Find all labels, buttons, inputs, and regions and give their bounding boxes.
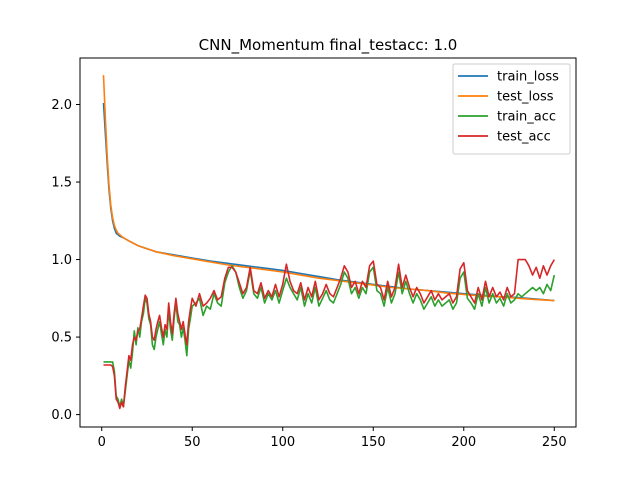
series-line-test-loss [102, 75, 555, 302]
x-tick-label: 250 [542, 435, 567, 450]
x-axis-ticks: 0 50 100 150 200 250 [98, 427, 567, 450]
series-layer [102, 75, 556, 410]
x-tick-label: 200 [451, 435, 476, 450]
y-tick-label: 1.5 [51, 176, 72, 191]
y-tick-label: 0.0 [51, 408, 72, 423]
x-tick-label: 150 [361, 435, 386, 450]
legend-label-train-loss: train_loss [497, 70, 559, 85]
x-tick-label: 0 [98, 435, 106, 450]
legend-label-test-acc: test_acc [497, 130, 551, 145]
y-tick-label: 2.0 [51, 98, 72, 113]
plot-area-frame [79, 57, 577, 428]
legend-label-test-loss: test_loss [497, 90, 554, 105]
chart-title: CNN_Momentum final_testacc: 1.0 [199, 36, 458, 55]
legend-label-train-acc: train_acc [497, 110, 556, 125]
legend-box [452, 63, 571, 155]
series-line-test-acc [103, 258, 555, 410]
y-tick-label: 1.0 [51, 253, 72, 268]
y-tick-label: 0.5 [51, 331, 72, 346]
legend: train_loss test_loss train_acc test_acc [452, 63, 571, 155]
x-tick-label: 50 [184, 435, 201, 450]
x-tick-label: 100 [270, 435, 295, 450]
y-axis-ticks: 0.0 0.5 1.0 1.5 2.0 [51, 98, 80, 423]
